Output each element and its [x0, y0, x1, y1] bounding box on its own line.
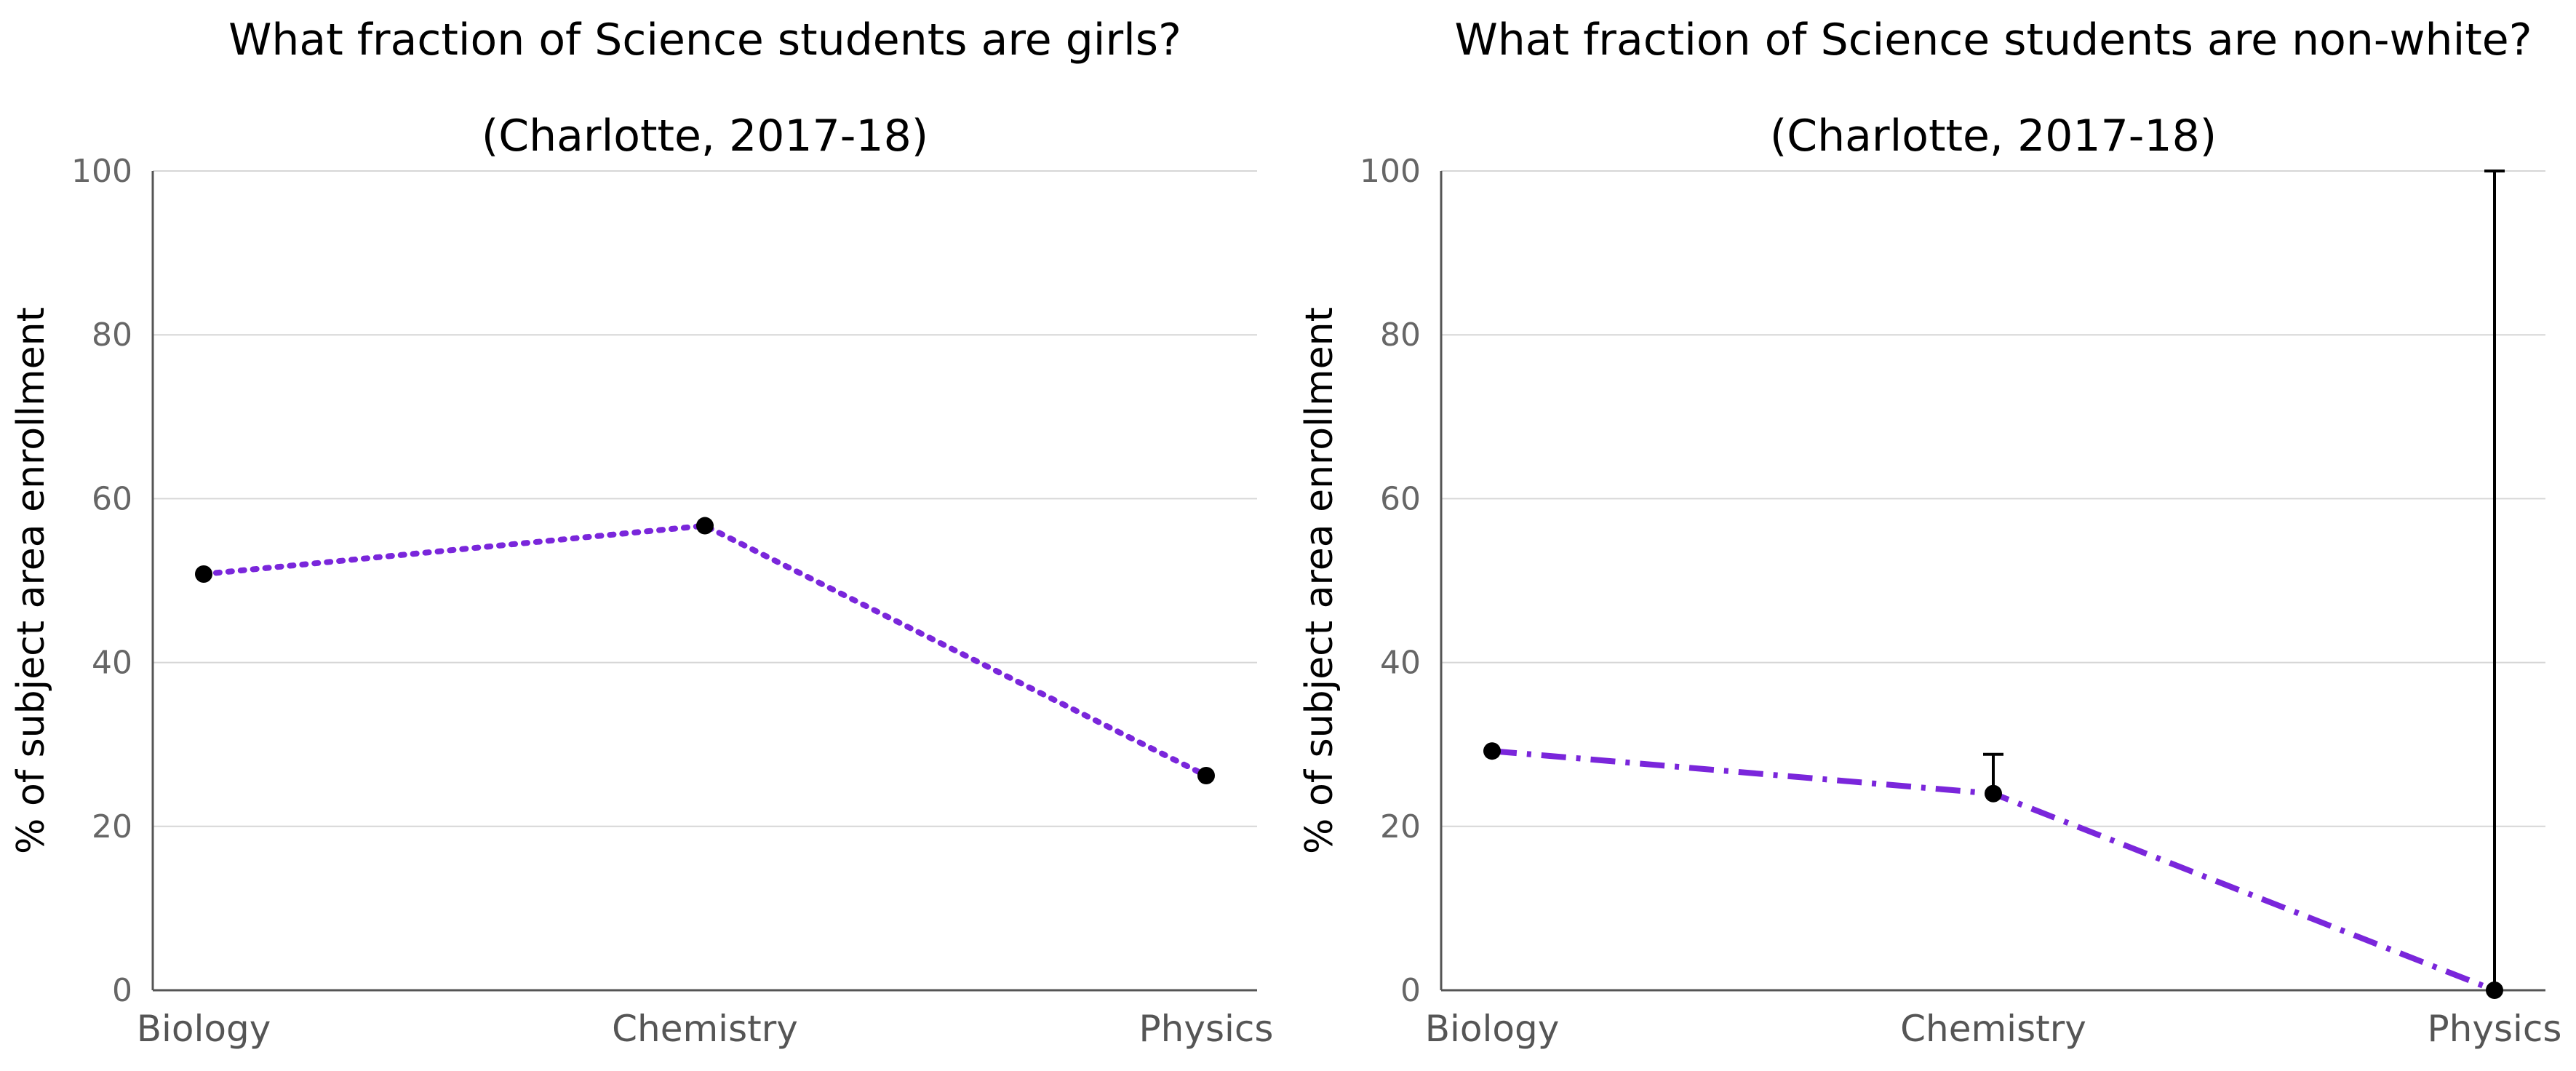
chart-2-title: What fraction of Science students are no…: [1454, 15, 2532, 65]
chart-2-x-tick-label: Chemistry: [1900, 1008, 2086, 1050]
chart-1-y-tick-label: 0: [112, 972, 132, 1009]
chart-panel-1: What fraction of Science students are gi…: [9, 15, 1273, 1050]
chart-1-x-tick-label: Biology: [137, 1008, 271, 1050]
chart-1-data-point: [696, 517, 714, 535]
chart-2-data-point: [1985, 784, 2002, 803]
chart-2-x-tick-label: Biology: [1425, 1008, 1560, 1050]
chart-1-x-tick-label: Chemistry: [612, 1008, 798, 1050]
chart-1-y-tick-label: 60: [92, 480, 132, 517]
chart-2-y-tick-label: 0: [1400, 972, 1421, 1009]
chart-1-y-tick-label: 40: [92, 645, 132, 682]
chart-1-data-point: [1197, 766, 1215, 784]
chart-2-y-tick-label: 20: [1380, 808, 1421, 845]
chart-panel-2: What fraction of Science students are no…: [1298, 15, 2561, 1050]
chart-1-title: What fraction of Science students are gi…: [228, 15, 1181, 65]
chart-1-y-axis-label: % of subject area enrollment: [9, 307, 53, 854]
chart-1-x-tick-label: Physics: [1139, 1008, 1274, 1050]
chart-2-data-point: [1483, 742, 1501, 760]
chart-2-y-tick-label: 60: [1380, 480, 1421, 517]
chart-2-data-point: [2486, 982, 2503, 999]
chart-2-y-tick-label: 40: [1380, 645, 1421, 682]
chart-1-y-tick-label: 20: [92, 808, 132, 845]
chart-1-y-tick-label: 100: [71, 153, 132, 190]
chart-2-y-tick-label: 100: [1360, 153, 1421, 190]
chart-1-series-line: [201, 522, 1209, 779]
chart-2-subtitle: (Charlotte, 2017-18): [1770, 111, 2217, 162]
chart-2-y-axis-label: % of subject area enrollment: [1298, 307, 1341, 854]
chart-2-x-tick-label: Physics: [2428, 1008, 2562, 1050]
chart-2-y-tick-label: 80: [1380, 316, 1421, 354]
chart-1-subtitle: (Charlotte, 2017-18): [482, 111, 928, 162]
chart-1-y-tick-label: 80: [92, 316, 132, 354]
chart-1-data-point: [195, 565, 212, 583]
